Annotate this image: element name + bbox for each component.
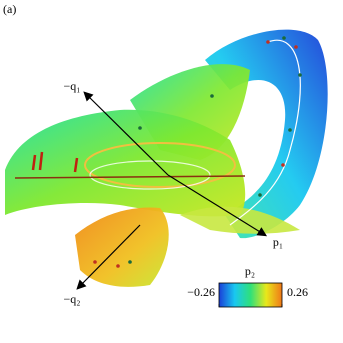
- axis-label: −q₁: [64, 79, 81, 93]
- axes: [76, 91, 268, 290]
- colorbar: [218, 282, 283, 308]
- colorbar-label: p₂: [245, 264, 255, 278]
- colorbar-tick-label: 0.26: [287, 285, 308, 299]
- panel-label: (a): [3, 2, 16, 16]
- axis-label: −q₂: [64, 292, 81, 306]
- axis-label: p₁: [273, 235, 283, 249]
- colorbar-tick-label: −0.26: [187, 285, 215, 299]
